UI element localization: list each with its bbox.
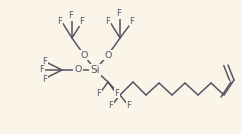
Text: F: F xyxy=(58,16,62,25)
Text: F: F xyxy=(127,101,131,111)
Text: F: F xyxy=(109,101,113,111)
Text: O: O xyxy=(74,66,82,75)
Text: O: O xyxy=(104,51,112,59)
Text: F: F xyxy=(117,10,121,18)
Text: F: F xyxy=(106,16,110,25)
Text: O: O xyxy=(80,51,88,59)
Text: F: F xyxy=(114,88,120,98)
Text: F: F xyxy=(129,16,135,25)
Text: F: F xyxy=(97,88,101,98)
Text: F: F xyxy=(39,66,45,75)
Text: F: F xyxy=(80,16,84,25)
Text: F: F xyxy=(43,75,47,83)
Text: Si: Si xyxy=(90,65,100,75)
Text: F: F xyxy=(68,12,73,21)
Text: F: F xyxy=(43,57,47,66)
